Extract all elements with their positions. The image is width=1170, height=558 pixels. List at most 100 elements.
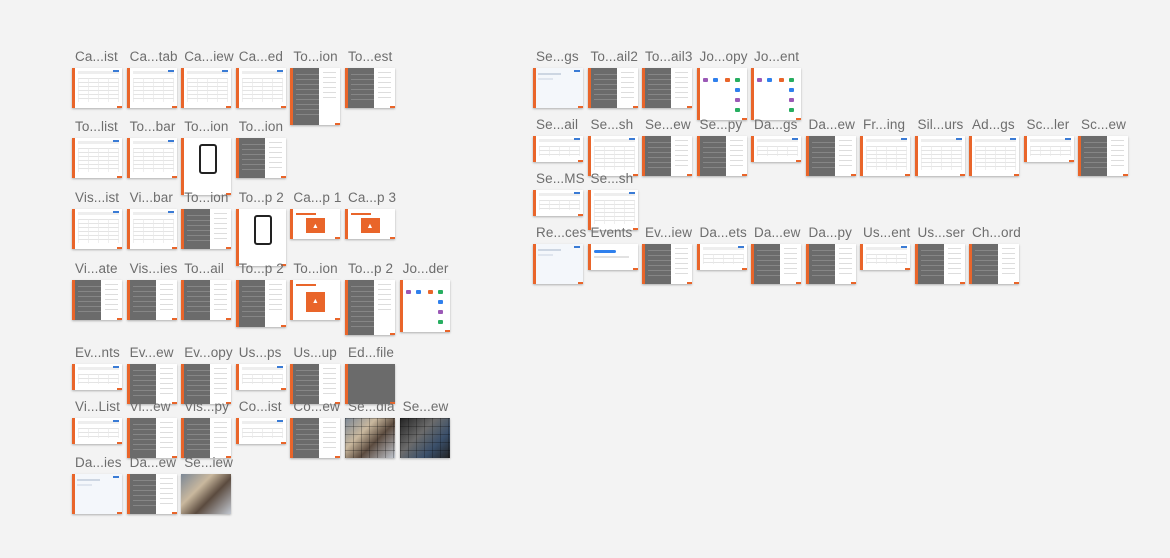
artboard-title[interactable]: Co...ew	[293, 399, 340, 414]
artboard-thumbnail[interactable]	[126, 209, 177, 249]
artboard-thumbnail[interactable]	[126, 474, 177, 514]
artboard-thumbnail[interactable]	[533, 190, 583, 216]
artboard-title[interactable]: Se...sh	[590, 117, 634, 132]
artboard-title[interactable]: To...ion	[293, 261, 338, 276]
artboard-title[interactable]: Events	[590, 225, 633, 240]
artboard-title[interactable]: Ev...iew	[645, 225, 693, 240]
artboard-thumbnail[interactable]	[72, 280, 122, 320]
artboard-title[interactable]: Vi...ew	[129, 399, 171, 414]
artboard-thumbnail[interactable]	[290, 364, 341, 404]
artboard-thumbnail[interactable]	[126, 364, 177, 404]
artboard-title[interactable]: Se...gs	[536, 49, 579, 64]
artboard-thumbnail[interactable]	[345, 364, 395, 404]
artboard-thumbnail[interactable]	[696, 244, 747, 270]
artboard-thumbnail[interactable]	[72, 138, 122, 178]
artboard-thumbnail[interactable]	[290, 280, 341, 320]
artboard-title[interactable]: Se...ew	[402, 399, 449, 414]
artboard-title[interactable]: To...ail	[184, 261, 225, 276]
artboard-thumbnail[interactable]	[235, 209, 286, 266]
artboard-thumbnail[interactable]	[696, 68, 747, 120]
artboard-thumbnail[interactable]	[181, 364, 232, 404]
artboard-title[interactable]: Vi...ate	[75, 261, 118, 276]
artboard-title[interactable]: Vis...ist	[75, 190, 120, 205]
artboard-thumbnail[interactable]	[290, 418, 341, 458]
artboard-thumbnail[interactable]	[235, 280, 286, 327]
artboard-thumbnail[interactable]	[587, 244, 638, 270]
artboard-thumbnail[interactable]	[345, 280, 395, 335]
artboard-title[interactable]: Da...ew	[129, 455, 177, 470]
artboard-title[interactable]: Us...ser	[917, 225, 965, 240]
artboard-thumbnail[interactable]	[399, 280, 450, 332]
artboard-thumbnail[interactable]	[72, 209, 122, 249]
artboard-title[interactable]: Da...ies	[75, 455, 122, 470]
artboard-title[interactable]: Co...ist	[238, 399, 282, 414]
artboard-title[interactable]: Se...ail	[536, 117, 579, 132]
artboard-title[interactable]: Ev...ew	[129, 345, 174, 360]
artboard-thumbnail[interactable]	[345, 418, 395, 458]
artboard-title[interactable]: Us...ent	[863, 225, 911, 240]
artboard-thumbnail[interactable]	[805, 244, 856, 284]
artboard-thumbnail[interactable]	[533, 68, 583, 108]
artboard-title[interactable]: To...ion	[184, 190, 229, 205]
artboard-thumbnail[interactable]	[533, 244, 583, 284]
artboard-title[interactable]: Ca...ed	[238, 49, 284, 64]
artboard-title[interactable]: Vis...ies	[129, 261, 178, 276]
artboard-thumbnail[interactable]	[533, 136, 583, 162]
artboard-thumbnail[interactable]	[345, 68, 395, 108]
artboard-thumbnail[interactable]	[345, 209, 395, 239]
artboard-thumbnail[interactable]	[969, 244, 1019, 284]
artboard-thumbnail[interactable]	[290, 209, 341, 239]
artboard-title[interactable]: Jo...ent	[754, 49, 800, 64]
artboard-thumbnail[interactable]	[72, 418, 122, 444]
artboard-thumbnail[interactable]	[860, 244, 910, 270]
artboard-title[interactable]: Se...py	[699, 117, 743, 132]
artboard-title[interactable]: Da...ew	[754, 225, 801, 240]
artboard-thumbnail[interactable]	[805, 136, 856, 176]
artboard-thumbnail[interactable]	[235, 418, 286, 444]
artboard-thumbnail[interactable]	[587, 68, 638, 108]
artboard-thumbnail[interactable]	[751, 244, 801, 284]
artboard-thumbnail[interactable]	[126, 418, 177, 458]
artboard-thumbnail[interactable]	[235, 364, 286, 390]
artboard-thumbnail[interactable]	[181, 68, 232, 108]
artboard-title[interactable]: To...ion	[184, 119, 229, 134]
artboard-title[interactable]: Ca...ist	[75, 49, 118, 64]
artboard-title[interactable]: Ev...opy	[184, 345, 233, 360]
artboard-thumbnail[interactable]	[1023, 136, 1074, 162]
artboard-title[interactable]: Jo...opy	[699, 49, 748, 64]
artboard-title[interactable]: Se...MS	[536, 171, 585, 186]
artboard-title[interactable]: To...p 2	[238, 261, 284, 276]
artboard-thumbnail[interactable]	[751, 68, 801, 120]
artboard-thumbnail[interactable]	[126, 138, 177, 178]
artboard-title[interactable]: To...ion	[238, 119, 284, 134]
artboard-title[interactable]: To...ion	[293, 49, 338, 64]
artboard-title[interactable]: Vis...py	[184, 399, 230, 414]
artboard-thumbnail[interactable]	[642, 68, 692, 108]
artboard-title[interactable]: To...ail2	[590, 49, 638, 64]
artboard-thumbnail[interactable]	[860, 136, 910, 176]
artboard-title[interactable]: Da...gs	[754, 117, 798, 132]
artboard-thumbnail[interactable]	[642, 136, 692, 176]
artboard-thumbnail[interactable]	[72, 474, 122, 514]
artboard-title[interactable]: Sc...ler	[1026, 117, 1070, 132]
artboard-title[interactable]: Sil...urs	[917, 117, 964, 132]
artboard-title[interactable]: Jo...der	[402, 261, 449, 276]
artboard-title[interactable]: Us...ps	[238, 345, 282, 360]
artboard-title[interactable]: To...est	[348, 49, 393, 64]
artboard-title[interactable]: Re...ces	[536, 225, 587, 240]
artboard-thumbnail[interactable]	[235, 68, 286, 108]
artboard-thumbnail[interactable]	[126, 68, 177, 108]
artboard-thumbnail[interactable]	[181, 138, 232, 195]
artboard-thumbnail[interactable]	[969, 136, 1019, 176]
artboard-thumbnail[interactable]	[72, 68, 122, 108]
artboard-title[interactable]: Ca...p 1	[293, 190, 342, 205]
artboard-title[interactable]: Vi...bar	[129, 190, 173, 205]
artboard-thumbnail[interactable]	[751, 136, 801, 162]
artboard-thumbnail[interactable]	[914, 136, 965, 176]
artboard-title[interactable]: Da...py	[808, 225, 852, 240]
artboard-thumbnail[interactable]	[587, 136, 638, 176]
artboard-title[interactable]: Se...dia	[348, 399, 395, 414]
artboard-thumbnail[interactable]	[642, 244, 692, 284]
artboard-title[interactable]: To...list	[75, 119, 118, 134]
